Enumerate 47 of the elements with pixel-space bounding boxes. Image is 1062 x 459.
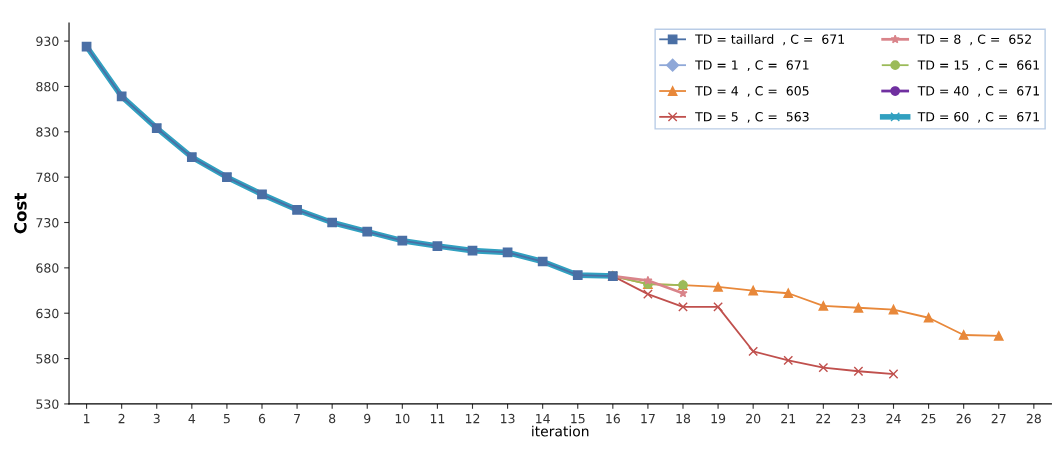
y-tick-label: 530 — [36, 399, 59, 409]
x-tick-label: 15 — [571, 414, 585, 424]
y-tick-label: 630 — [36, 308, 59, 319]
x-tick-label: 26 — [956, 413, 971, 424]
y-tick-label: 880 — [36, 81, 59, 92]
legend-label: TD = 8 , C = 652 — [917, 34, 1031, 46]
x-tick-label: 3 — [153, 413, 160, 424]
legend-label: TD = 15 , C = 661 — [917, 60, 1039, 71]
y-tick-label: 730 — [36, 217, 59, 228]
x-tick-label: 16 — [606, 413, 620, 424]
y-axis-title: Cost — [14, 193, 27, 234]
x-tick-label: 13 — [501, 413, 515, 424]
x-tick-label: 10 — [395, 413, 410, 424]
y-tick-label: 930 — [36, 36, 59, 47]
x-tick-label: 12 — [465, 413, 480, 424]
legend-label: TD = 1 , C = 671 — [695, 60, 809, 71]
y-tick-label: 680 — [36, 263, 59, 273]
y-tick-label: 830 — [36, 127, 59, 137]
x-tick-label: 27 — [991, 413, 1006, 424]
y-tick-label: 780 — [36, 172, 59, 183]
x-tick-label: 22 — [816, 413, 831, 424]
x-tick-label: 28 — [1026, 413, 1041, 424]
x-tick-label: 1 — [83, 414, 90, 424]
x-tick-label: 6 — [258, 413, 266, 424]
x-tick-label: 18 — [676, 413, 691, 424]
x-tick-label: 24 — [886, 413, 901, 424]
x-tick-label: 5 — [223, 414, 230, 424]
legend-label: TD = 60 , C = 671 — [917, 111, 1039, 123]
x-tick-label: 25 — [921, 413, 936, 424]
x-tick-label: 14 — [536, 414, 550, 424]
x-tick-label: 11 — [430, 414, 445, 424]
legend-label: TD = 5 , C = 563 — [695, 111, 809, 123]
x-tick-label: 4 — [188, 414, 196, 424]
y-tick-label: 580 — [36, 354, 59, 364]
x-tick-label: 7 — [294, 414, 300, 424]
x-tick-label: 2 — [118, 413, 125, 424]
legend-label: TD = 4 , C = 605 — [695, 86, 809, 97]
x-tick-label: 17 — [641, 414, 655, 424]
x-axis-title: iteration — [532, 425, 589, 437]
x-tick-label: 23 — [851, 413, 866, 424]
x-tick-label: 9 — [364, 413, 371, 424]
x-tick-label: 19 — [711, 413, 726, 424]
x-tick-label: 21 — [781, 413, 796, 424]
x-tick-label: 20 — [746, 413, 761, 424]
legend-label: TD = taillard , C = 671 — [695, 34, 845, 46]
x-tick-label: 8 — [329, 413, 336, 424]
legend-label: TD = 40 , C = 671 — [917, 86, 1039, 97]
